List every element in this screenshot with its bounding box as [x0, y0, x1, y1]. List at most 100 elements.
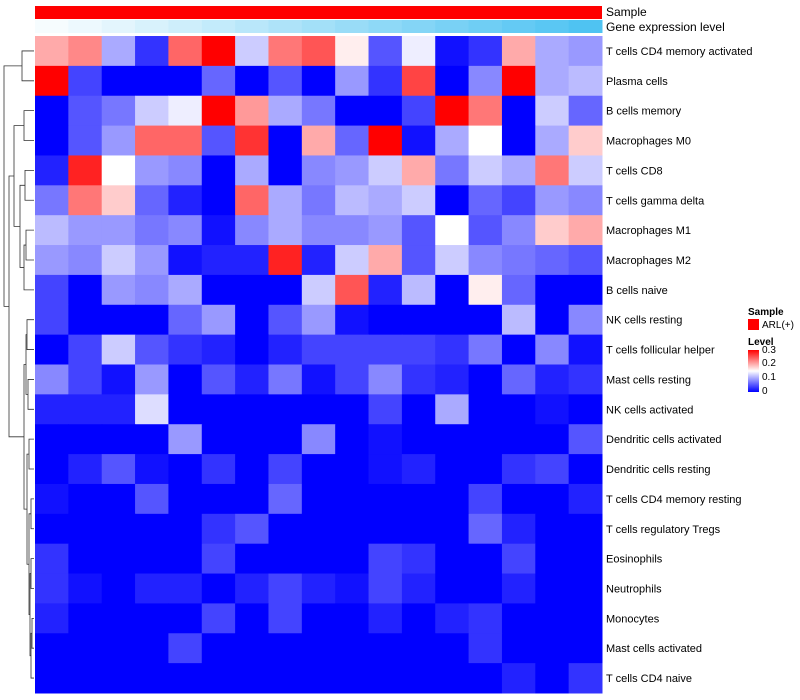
heatmap-cell: [568, 36, 603, 67]
heatmap-cell: [268, 394, 303, 425]
heatmap-cell: [368, 304, 403, 336]
heatmap-cell: [568, 424, 603, 455]
heatmap-cell: [35, 65, 69, 97]
row-label: Plasma cells: [606, 76, 668, 88]
gene-annotation-cell: [368, 20, 403, 33]
heatmap-cell: [468, 125, 503, 156]
heatmap-cell: [335, 36, 370, 67]
heatmap-cell: [335, 155, 370, 186]
heatmap-cell: [535, 245, 570, 276]
heatmap-cell: [368, 633, 403, 664]
heatmap-cell: [235, 513, 269, 545]
dendrogram-branch: [27, 379, 34, 410]
heatmap-cell: [268, 573, 303, 604]
heatmap-cell: [435, 304, 470, 336]
heatmap-cell: [135, 633, 169, 664]
heatmap-cell: [68, 633, 103, 664]
heatmap-cell: [468, 185, 503, 216]
gene-annotation-cell: [568, 20, 603, 33]
sample-annotation-bar: [35, 6, 602, 19]
heatmap-cell: [301, 424, 336, 455]
heatmap-cell: [301, 125, 336, 156]
heatmap-cell: [535, 215, 570, 246]
heatmap-cell: [168, 155, 203, 186]
heatmap-cell: [201, 95, 236, 127]
heatmap-cell: [201, 245, 236, 276]
heatmap-cell: [135, 274, 169, 306]
heatmap-cell: [268, 543, 303, 575]
gene-annotation-cell: [235, 20, 269, 33]
heatmap-cell: [368, 483, 403, 515]
legend-sample-swatch: [748, 319, 759, 330]
heatmap-cell: [35, 513, 69, 545]
heatmap-cell: [501, 274, 536, 306]
heatmap-cell: [335, 603, 370, 634]
heatmap-cell: [235, 274, 269, 306]
heatmap-cell: [401, 36, 436, 67]
heatmap-cell: [35, 573, 69, 604]
dendrogram-branch: [23, 110, 34, 141]
heatmap-cell: [268, 483, 303, 515]
heatmap-cell: [368, 364, 403, 395]
row-label: Dendritic cells resting: [606, 464, 711, 476]
heatmap-cell: [335, 215, 370, 246]
heatmap-cell: [501, 454, 536, 485]
heatmap-cell: [101, 573, 136, 604]
heatmap-cell: [201, 304, 236, 336]
heatmap-cell: [468, 424, 503, 455]
heatmap-cell: [168, 274, 203, 306]
heatmap-cell: [535, 65, 570, 97]
dendrogram-branch: [8, 175, 24, 438]
heatmap-cell: [268, 36, 303, 67]
heatmap-cell: [268, 65, 303, 97]
gene-annotation-cell: [201, 20, 236, 33]
heatmap-cell: [101, 95, 136, 127]
row-label: T cells gamma delta: [606, 195, 705, 207]
heatmap-cell: [401, 394, 436, 425]
gene-annotation-cell: [168, 20, 203, 33]
gene-annotation-cell: [268, 20, 303, 33]
heatmap-cell: [135, 125, 169, 156]
heatmap-cell: [368, 215, 403, 246]
heatmap-cell: [501, 215, 536, 246]
heatmap-cell: [435, 394, 470, 425]
heatmap-cell: [101, 36, 136, 67]
heatmap-cell: [235, 155, 269, 186]
heatmap-cell: [168, 36, 203, 67]
legend-level-title: Level: [748, 337, 774, 348]
heatmap-cell: [201, 454, 236, 485]
heatmap-cell: [368, 155, 403, 186]
heatmap-cell: [235, 95, 269, 127]
heatmap-cell: [568, 513, 603, 545]
heatmap-cell: [68, 573, 103, 604]
heatmap-cell: [535, 454, 570, 485]
heatmap-cell: [368, 274, 403, 306]
heatmap-cell: [68, 603, 103, 634]
dendrogram-branch: [30, 632, 34, 679]
heatmap-cell: [501, 394, 536, 425]
row-label: B cells memory: [606, 106, 682, 118]
heatmap-cell: [35, 364, 69, 395]
heatmap-cell: [301, 65, 336, 97]
gene-annotation-cell: [135, 20, 169, 33]
heatmap-cell: [568, 573, 603, 604]
gene-annotation-cell: [68, 20, 103, 33]
heatmap-cell: [68, 513, 103, 545]
heatmap-cell: [335, 543, 370, 575]
row-label: B cells naive: [606, 285, 668, 297]
heatmap-cell: [168, 185, 203, 216]
heatmap-cell: [101, 424, 136, 455]
heatmap-cell: [268, 95, 303, 127]
heatmap-cell: [168, 543, 203, 575]
heatmap-cell: [201, 543, 236, 575]
heatmap-cell: [201, 125, 236, 156]
heatmap-cell: [101, 245, 136, 276]
heatmap-cell: [501, 483, 536, 515]
heatmap-cell: [568, 603, 603, 634]
heatmap-cell: [535, 394, 570, 425]
heatmap-cell: [401, 513, 436, 545]
heatmap-cell: [201, 663, 236, 694]
heatmap-cell: [501, 185, 536, 216]
heatmap-cell: [101, 334, 136, 365]
